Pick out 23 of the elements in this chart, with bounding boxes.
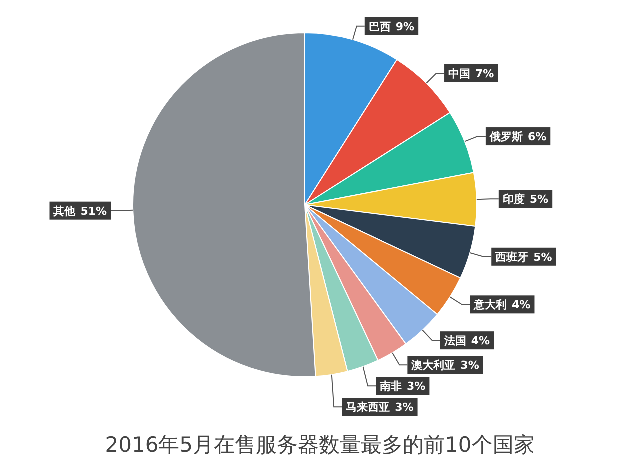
data-label: 9% <box>396 20 415 34</box>
data-label: 5% <box>534 250 552 264</box>
text: 2016年5月在售服务器数量最多的前10个国家 <box>105 433 535 457</box>
slice-label: 马来西亚 <box>346 401 390 414</box>
slice-label: 澳大利亚 <box>410 359 456 372</box>
slice-label: 法国 <box>443 334 466 348</box>
slice-label: 西班牙 <box>494 250 529 264</box>
slice-label: 巴西 <box>368 20 391 34</box>
data-label: 7% <box>476 67 494 80</box>
data-label: 51% <box>80 204 108 218</box>
data-label: 3% <box>460 359 480 372</box>
data-label: 3% <box>407 380 426 394</box>
slice-label: 其他 <box>52 204 77 218</box>
slice-label: 意大利 <box>473 298 508 312</box>
data-label: 4% <box>512 298 531 312</box>
data-label: 3% <box>395 401 414 414</box>
data-label: 6% <box>528 130 547 144</box>
slice-label: 南非 <box>379 380 402 394</box>
data-label: 4% <box>471 334 490 348</box>
slice-label: 中国 <box>448 67 471 80</box>
slice-label: 俄罗斯 <box>488 130 523 144</box>
data-label: 5% <box>530 193 549 206</box>
slice-label: 印度 <box>502 193 525 206</box>
